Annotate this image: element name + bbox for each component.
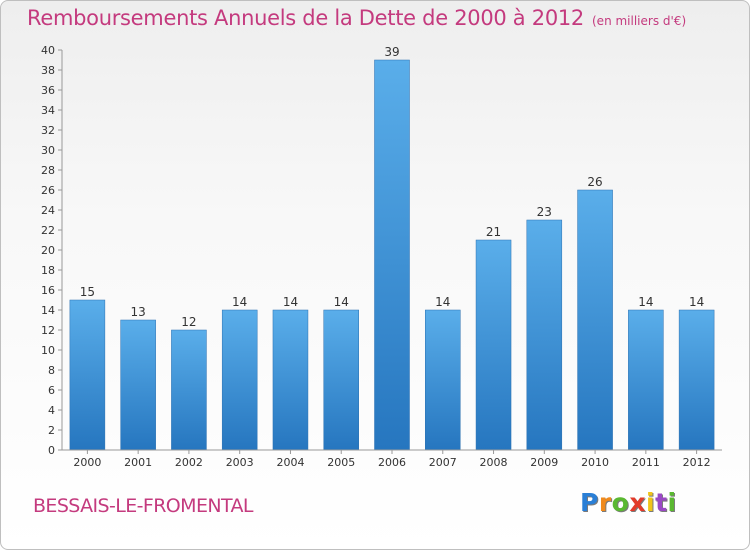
bar-2011 [628,309,664,451]
y-tick-label: 2 [48,424,55,437]
y-tick-label: 16 [41,284,55,297]
bar-value-label: 39 [384,45,399,59]
y-tick-label: 18 [41,264,55,277]
bar-value-label: 14 [435,295,450,309]
x-tick-label: 2002 [175,456,203,469]
chart-title: Remboursements Annuels de la Dette de 20… [27,6,686,30]
bar-value-label: 13 [131,305,146,319]
chart-title-text: Remboursements Annuels de la Dette de 20… [27,6,584,30]
x-tick-label: 2005 [327,456,355,469]
logo-letter: i [646,488,656,517]
bar-2005 [323,309,359,451]
y-tick-label: 12 [41,324,55,337]
x-tick-label: 2010 [581,456,609,469]
logo-letter: t [655,488,668,517]
bar-2001 [120,319,156,451]
commune-name: BESSAIS-LE-FROMENTAL [33,495,253,517]
y-tick-label: 20 [41,244,55,257]
bar-2002 [171,329,207,451]
y-tick-label: 8 [48,364,55,377]
bar-value-label: 14 [689,295,704,309]
chart-subtitle: (en milliers d'€) [592,14,687,28]
bar-value-label: 14 [638,295,653,309]
bar-2003 [221,309,258,451]
y-tick-label: 36 [41,84,55,97]
bar-2008 [475,239,512,451]
bar-value-label: 14 [232,295,247,309]
x-tick-label: 2004 [276,456,304,469]
x-tick-label: 2007 [429,456,457,469]
x-tick-label: 2011 [632,456,660,469]
bar-2010 [577,189,613,451]
y-tick-label: 28 [41,164,55,177]
logo-letter: P [580,488,599,517]
bar-value-label: 12 [181,315,196,329]
x-tick-label: 2012 [683,456,711,469]
bar-value-label: 15 [80,285,95,299]
bar-2000 [69,299,106,451]
bar-series: 15 13 12 14 14 14 39 14 21 23 26 14 14 [69,45,715,451]
bar-2004 [272,309,309,451]
bar-value-label: 14 [283,295,298,309]
logo-letter: o [611,488,630,517]
bar-value-label: 23 [537,205,552,219]
bar-2009 [526,219,563,451]
x-tick-label: 2009 [530,456,558,469]
y-tick-label: 14 [41,304,55,317]
y-tick-label: 40 [41,44,55,57]
logo-letter: r [598,488,612,517]
bar-value-label: 14 [334,295,349,309]
y-tick-label: 30 [41,144,55,157]
y-tick-label: 24 [41,204,55,217]
y-tick-label: 38 [41,64,55,77]
y-tick-label: 22 [41,224,55,237]
bar-value-label: 26 [587,175,602,189]
bar-2006 [374,59,410,451]
y-tick-label: 6 [48,384,55,397]
x-tick-label: 2001 [124,456,152,469]
bar-2012 [678,309,715,451]
y-tick-label: 4 [48,404,55,417]
x-axis: 2000 2001 2002 2003 2004 2005 2006 2007 2008 2009… [62,449,722,469]
y-tick-label: 32 [41,124,55,137]
y-tick-label: 10 [41,344,55,357]
x-tick-label: 2000 [73,456,101,469]
logo-letter: x [629,488,646,517]
x-tick-label: 2006 [378,456,406,469]
bar-2007 [425,309,461,451]
logo-letter: i [667,488,677,517]
x-tick-label: 2003 [226,456,254,469]
y-tick-label: 0 [48,444,55,457]
proxiti-logo: Proxiti [580,488,677,517]
y-tick-label: 34 [41,104,55,117]
y-tick-label: 26 [41,184,55,197]
bar-value-label: 21 [486,225,501,239]
x-tick-label: 2008 [480,456,508,469]
